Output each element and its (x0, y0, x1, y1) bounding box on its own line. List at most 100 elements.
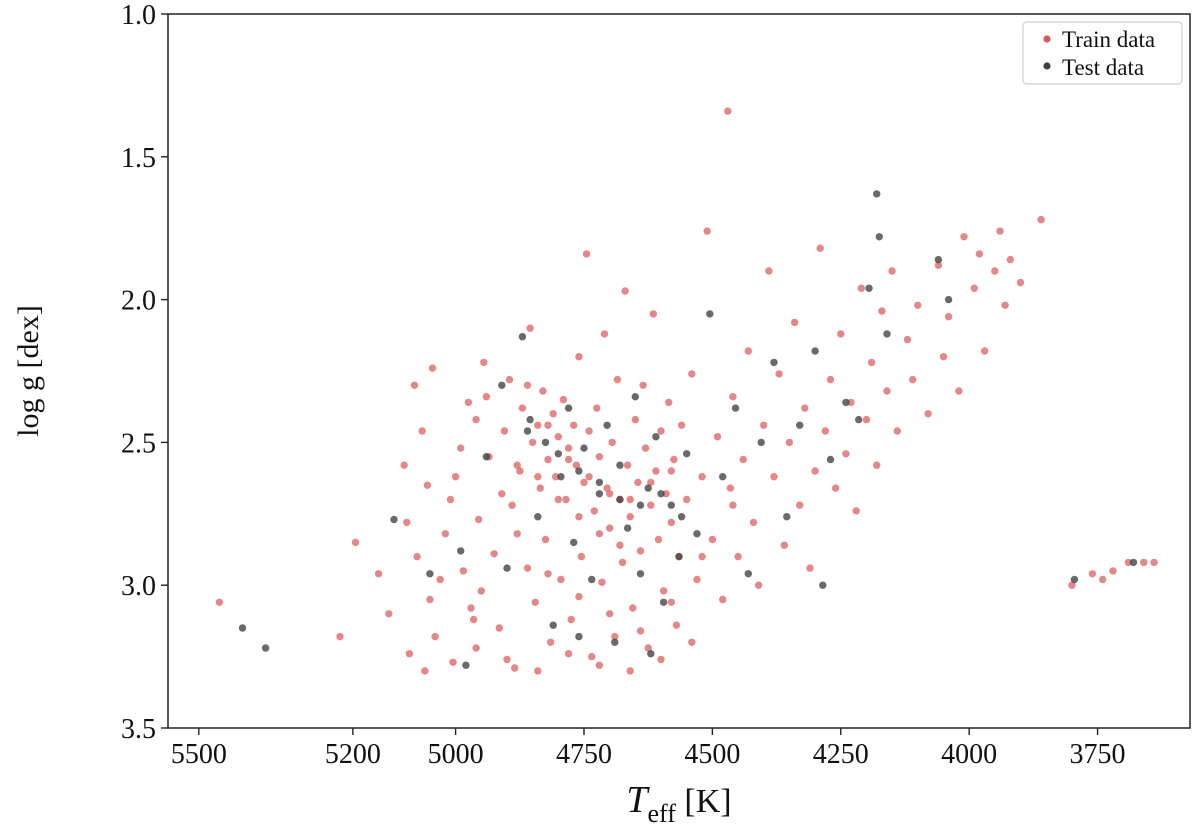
train-data-point (1124, 558, 1133, 567)
train-data-point (626, 667, 634, 675)
train-data-point (428, 364, 437, 372)
y-tick-label: 2.5 (121, 428, 156, 459)
train-data-point (557, 575, 565, 584)
train-data-point (505, 375, 514, 384)
test-data-point (783, 513, 791, 521)
test-data-point (518, 333, 527, 341)
train-data-point (528, 438, 537, 447)
train-data-point (572, 461, 580, 469)
train-data-point (785, 438, 794, 447)
plot-frame (167, 13, 1191, 729)
train-data-point (760, 421, 768, 429)
x-tick-label: 4250 (813, 739, 869, 770)
train-data-point (549, 410, 557, 418)
train-data-point (652, 467, 660, 475)
train-data-point (562, 495, 570, 504)
train-data-point (991, 267, 999, 275)
test-data-point (652, 433, 660, 441)
test-data-point (503, 564, 511, 572)
x-axis-label: Teff [K] (626, 779, 731, 828)
train-data-point (644, 644, 652, 652)
train-data-point (955, 387, 963, 395)
train-data-point (575, 353, 583, 361)
test-data-point (261, 644, 270, 652)
train-data-point (667, 598, 675, 606)
train-data-point (595, 661, 604, 669)
train-data-point (518, 404, 527, 412)
train-data-point (634, 478, 642, 487)
test-data-point (657, 490, 665, 498)
train-data-point (215, 598, 224, 606)
test-data-point (1070, 575, 1079, 584)
train-data-point (606, 524, 614, 532)
train-data-point (734, 552, 742, 561)
x-tick-label: 4500 (684, 739, 740, 770)
train-data-point (544, 421, 552, 429)
test-data-point (693, 530, 701, 538)
y-tick-label: 2.0 (121, 286, 156, 317)
test-data-point (865, 284, 873, 292)
train-data-point (534, 421, 542, 429)
y-tick-label: 1.0 (121, 0, 156, 31)
train-data-point (698, 473, 706, 481)
test-data-point (883, 330, 891, 338)
train-data-point (826, 375, 835, 384)
x-axis-label-sub: eff (648, 799, 677, 828)
train-data-point (421, 667, 429, 675)
train-data-point (413, 552, 421, 561)
train-data-point (600, 330, 609, 338)
train-data-point (780, 541, 788, 549)
train-data-point (554, 433, 562, 441)
test-data-point (580, 444, 588, 452)
train-data-point (775, 370, 783, 378)
train-data-point (585, 473, 593, 481)
train-data-point (618, 558, 627, 567)
train-data-point (924, 410, 932, 418)
train-data-point (603, 484, 611, 492)
train-data-point (816, 244, 824, 252)
test-data-point (811, 347, 819, 355)
test-data-point (588, 575, 596, 584)
train-data-point (960, 233, 968, 241)
train-data-point (893, 427, 901, 435)
train-data-point (513, 530, 521, 538)
test-data-point (570, 538, 578, 547)
test-data-point (526, 415, 534, 424)
train-data-point (1150, 558, 1158, 567)
train-data-point (1109, 567, 1117, 575)
legend-marker-test (1043, 62, 1051, 70)
train-data-point (726, 484, 735, 492)
train-data-point (500, 427, 509, 435)
train-data-point (909, 375, 917, 384)
train-data-point (457, 444, 465, 452)
test-data-point (462, 661, 470, 669)
train-data-point (351, 538, 360, 547)
train-data-point (590, 507, 598, 515)
train-data-point (636, 627, 645, 635)
train-data-point (688, 638, 696, 646)
x-tick-label: 5000 (428, 739, 484, 770)
train-data-point (472, 415, 480, 424)
x-axis-ticks: 5500 5200 5000 4750 4500 4250 4000 3750 (171, 728, 1126, 770)
train-data-point (575, 513, 583, 521)
train-data-point (857, 284, 865, 292)
train-data-point (469, 615, 478, 624)
y-axis-ticks: 1.0 1.5 2.0 2.5 3.0 3.5 (121, 0, 168, 745)
train-data-point (623, 461, 632, 469)
train-data-point (595, 453, 604, 461)
test-data-point (554, 450, 562, 458)
test-data-point (647, 650, 655, 658)
train-data-point (657, 427, 665, 435)
train-data-point (862, 415, 871, 424)
train-data-point (459, 567, 467, 575)
train-data-point (744, 347, 752, 355)
train-data-point (749, 518, 758, 527)
train-data-point (606, 490, 614, 498)
train-data-point (559, 395, 568, 404)
train-data-point (400, 461, 408, 469)
test-data-point (706, 310, 714, 318)
train-data-point (944, 313, 953, 321)
train-data-point (629, 604, 637, 612)
train-data-point (647, 478, 655, 487)
train-data-point (508, 501, 516, 509)
